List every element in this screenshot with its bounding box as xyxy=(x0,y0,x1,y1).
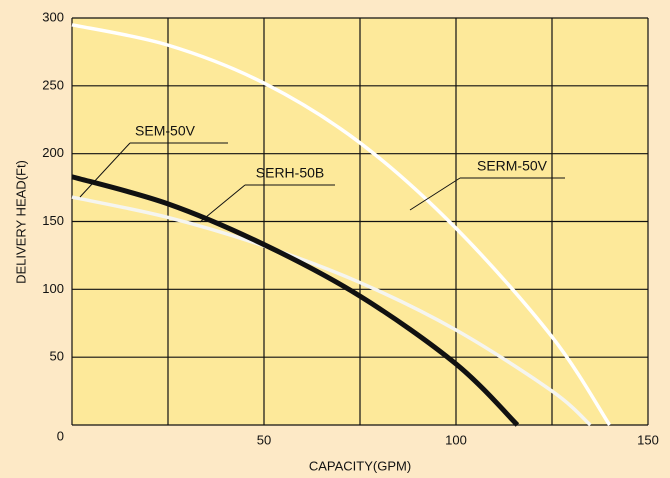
series-label: SEM-50V xyxy=(135,123,196,139)
series-label: SERH-50B xyxy=(256,165,324,181)
series-label: SERM-50V xyxy=(477,158,548,174)
y-tick-label: 50 xyxy=(50,349,64,364)
y-tick-label: 300 xyxy=(42,9,64,24)
y-axis-label: DELIVERY HEAD(Ft) xyxy=(13,160,28,284)
y-tick-label: 100 xyxy=(42,281,64,296)
x-tick-label: 150 xyxy=(637,432,659,447)
curve xyxy=(71,23,612,426)
curve xyxy=(71,195,592,427)
y-tick-label: 250 xyxy=(42,77,64,92)
curve xyxy=(71,174,520,427)
y-tick-label: 150 xyxy=(42,213,64,228)
x-tick-label: 100 xyxy=(445,432,467,447)
leader-line xyxy=(199,184,246,223)
leader-line xyxy=(79,142,131,198)
y-tick-label: 200 xyxy=(42,145,64,160)
x-tick-label: 50 xyxy=(257,432,271,447)
y-tick-label: 0 xyxy=(57,428,64,443)
x-axis-label: CAPACITY(GPM) xyxy=(309,458,411,473)
leader-line xyxy=(409,177,461,211)
